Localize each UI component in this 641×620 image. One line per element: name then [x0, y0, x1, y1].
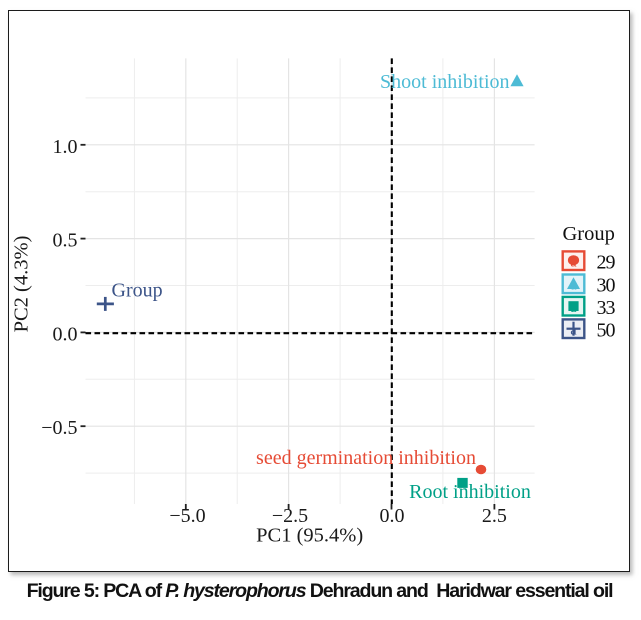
- svg-text:0.0: 0.0: [53, 323, 78, 345]
- svg-text:−5.0: −5.0: [169, 505, 205, 527]
- svg-text:seed germination inhibition: seed germination inhibition: [256, 447, 476, 469]
- svg-text:1.0: 1.0: [53, 136, 78, 158]
- svg-text:33: 33: [597, 297, 616, 319]
- svg-text:PC2 (4.3%): PC2 (4.3%): [11, 236, 33, 333]
- svg-text:30: 30: [597, 275, 616, 297]
- svg-text:Group: Group: [112, 280, 163, 302]
- svg-text:29: 29: [597, 252, 616, 274]
- svg-text:PC1 (95.4%): PC1 (95.4%): [256, 525, 363, 547]
- svg-text:Shoot inhibition: Shoot inhibition: [380, 71, 509, 93]
- svg-text:0.0: 0.0: [380, 505, 405, 527]
- svg-text:−2.5: −2.5: [272, 505, 308, 527]
- svg-text:−0.5: −0.5: [41, 417, 77, 439]
- svg-text:2.5: 2.5: [482, 505, 507, 527]
- svg-text:50: 50: [597, 320, 616, 342]
- svg-text:0.5: 0.5: [53, 230, 78, 252]
- svg-text:Root inhibition: Root inhibition: [409, 481, 531, 503]
- svg-text:Group: Group: [563, 223, 615, 245]
